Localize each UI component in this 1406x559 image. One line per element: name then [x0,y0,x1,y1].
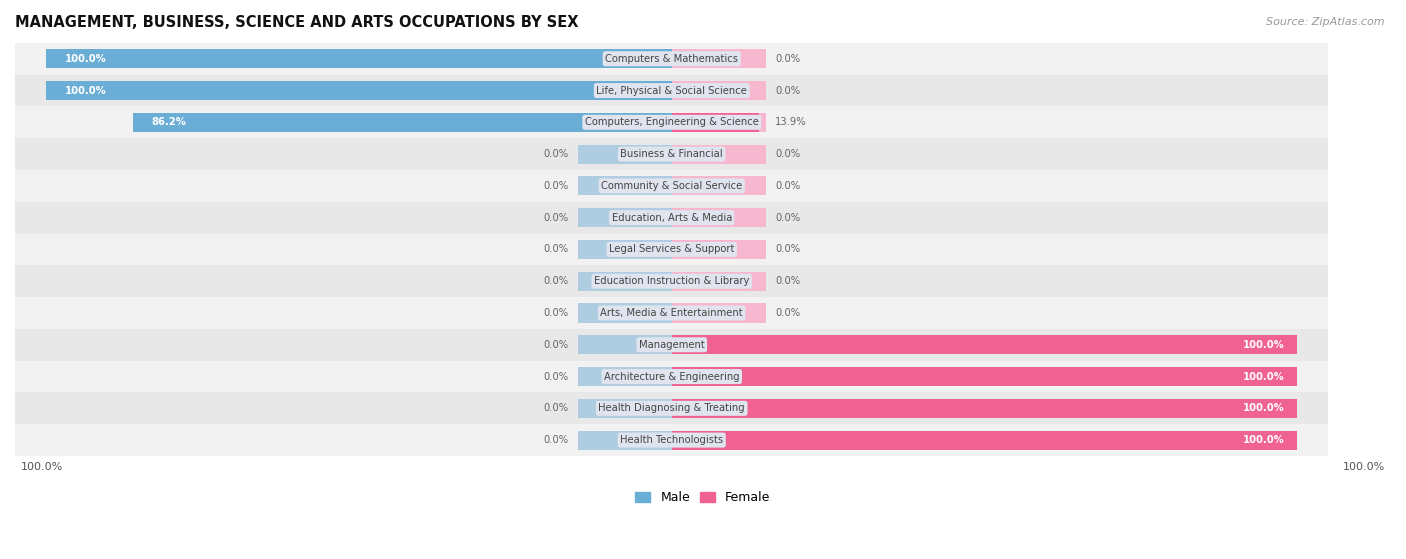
Bar [672,399,765,418]
Bar [578,176,672,196]
Bar [15,392,1329,424]
Text: 100.0%: 100.0% [1243,404,1285,413]
Bar [15,266,1329,297]
Text: Legal Services & Support: Legal Services & Support [609,244,734,254]
Bar [15,106,1329,138]
Bar [15,234,1329,266]
Bar [672,240,765,259]
Bar [15,202,1329,234]
Bar [672,176,765,196]
Bar [672,430,765,449]
Bar [46,81,672,100]
Text: 100.0%: 100.0% [1243,340,1285,350]
Bar [672,399,1298,418]
Bar [578,430,672,449]
Bar [672,367,765,386]
Bar [578,208,672,227]
Text: 0.0%: 0.0% [543,244,568,254]
Text: 0.0%: 0.0% [775,212,800,222]
Text: Arts, Media & Entertainment: Arts, Media & Entertainment [600,308,742,318]
Text: 0.0%: 0.0% [543,212,568,222]
Bar [672,49,765,68]
Text: Computers & Mathematics: Computers & Mathematics [605,54,738,64]
Bar [672,208,765,227]
Bar [672,113,765,132]
Text: 100.0%: 100.0% [65,54,107,64]
Text: Management: Management [638,340,704,350]
Bar [672,272,765,291]
Text: MANAGEMENT, BUSINESS, SCIENCE AND ARTS OCCUPATIONS BY SEX: MANAGEMENT, BUSINESS, SCIENCE AND ARTS O… [15,15,578,30]
Bar [46,49,672,68]
Text: 0.0%: 0.0% [543,435,568,445]
Bar [672,304,765,323]
Bar [15,329,1329,361]
Text: 0.0%: 0.0% [543,340,568,350]
Text: 13.9%: 13.9% [775,117,807,127]
Bar [15,170,1329,202]
Text: 0.0%: 0.0% [775,86,800,96]
Text: 0.0%: 0.0% [775,181,800,191]
Bar [578,113,672,132]
Bar [578,399,672,418]
Bar [578,367,672,386]
Bar [15,297,1329,329]
Bar [672,81,765,100]
Text: 100.0%: 100.0% [1243,372,1285,382]
Text: 0.0%: 0.0% [775,308,800,318]
Text: Source: ZipAtlas.com: Source: ZipAtlas.com [1267,17,1385,27]
Text: Computers, Engineering & Science: Computers, Engineering & Science [585,117,759,127]
Bar [15,361,1329,392]
Text: 0.0%: 0.0% [543,149,568,159]
Bar [672,145,765,164]
Text: Education, Arts & Media: Education, Arts & Media [612,212,733,222]
Text: 100.0%: 100.0% [1243,435,1285,445]
Text: 0.0%: 0.0% [543,372,568,382]
Text: Architecture & Engineering: Architecture & Engineering [605,372,740,382]
Text: 86.2%: 86.2% [152,117,186,127]
Bar [15,138,1329,170]
Text: Health Technologists: Health Technologists [620,435,723,445]
Text: 0.0%: 0.0% [543,404,568,413]
Bar [672,335,765,354]
Text: Education Instruction & Library: Education Instruction & Library [595,276,749,286]
Bar [132,113,672,132]
Text: Life, Physical & Social Science: Life, Physical & Social Science [596,86,747,96]
Bar [578,49,672,68]
Text: 0.0%: 0.0% [543,308,568,318]
Bar [15,43,1329,75]
Bar [672,335,1298,354]
Bar [672,430,1298,449]
Legend: Male, Female: Male, Female [630,486,776,509]
Text: 100.0%: 100.0% [65,86,107,96]
Bar [578,81,672,100]
Text: Business & Financial: Business & Financial [620,149,723,159]
Text: Health Diagnosing & Treating: Health Diagnosing & Treating [599,404,745,413]
Bar [15,424,1329,456]
Bar [578,240,672,259]
Text: 0.0%: 0.0% [543,276,568,286]
Text: 0.0%: 0.0% [775,276,800,286]
Bar [578,335,672,354]
Text: Community & Social Service: Community & Social Service [602,181,742,191]
Bar [578,304,672,323]
Bar [578,272,672,291]
Text: 0.0%: 0.0% [775,54,800,64]
Bar [672,367,1298,386]
Text: 100.0%: 100.0% [1343,462,1385,472]
Text: 0.0%: 0.0% [775,244,800,254]
Text: 0.0%: 0.0% [543,181,568,191]
Bar [15,75,1329,106]
Text: 100.0%: 100.0% [21,462,63,472]
Bar [672,113,759,132]
Bar [578,145,672,164]
Text: 0.0%: 0.0% [775,149,800,159]
